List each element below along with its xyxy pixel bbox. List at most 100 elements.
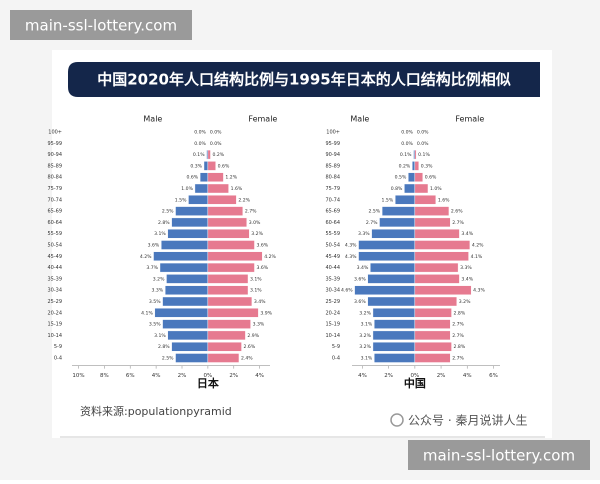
banner-title: 中国2020年人口结构比例与1995年日本的人口结构比例相似 <box>97 71 511 89</box>
female-bar <box>207 285 249 295</box>
value-label: 0.0% <box>417 141 429 147</box>
value-label: 0.6% <box>218 163 230 169</box>
legend-label: Female <box>455 115 484 124</box>
value-label: 3.5% <box>149 299 161 305</box>
female-bar <box>207 161 216 171</box>
value-label: 4.2% <box>140 254 152 260</box>
value-label: 3.2% <box>359 333 371 339</box>
value-label: 3.4% <box>357 265 369 271</box>
age-label: 55-59 <box>47 231 62 237</box>
value-label: 3.6% <box>354 276 366 282</box>
source: 资料来源:populationpyramid <box>80 404 232 418</box>
value-label: 3.6% <box>256 265 268 271</box>
value-label: 3.6% <box>256 243 268 249</box>
value-label: 1.6% <box>438 197 450 203</box>
value-label: 3.4% <box>461 231 473 237</box>
female-bar <box>414 319 451 329</box>
value-label: 2.5% <box>368 209 380 215</box>
value-label: 2.5% <box>162 209 174 215</box>
age-label: 100+ <box>326 130 340 136</box>
value-label: 1.2% <box>225 175 237 181</box>
age-label: 55-59 <box>325 231 340 237</box>
age-label: 10-14 <box>325 333 340 339</box>
age-label: 80-84 <box>325 175 340 181</box>
value-label: 0.0% <box>194 141 206 147</box>
value-label: 0.0% <box>194 130 206 136</box>
female-bar <box>414 330 451 341</box>
value-label: 4.1% <box>141 310 153 316</box>
value-label: 1.5% <box>382 197 394 203</box>
value-label: 4.3% <box>345 254 357 260</box>
value-label: 2.8% <box>454 310 466 316</box>
value-label: 3.9% <box>260 310 272 316</box>
male-bar <box>372 308 416 318</box>
age-label: 25-29 <box>47 299 62 305</box>
legend-label: Male <box>143 115 162 124</box>
x-tick-label: 2% <box>229 373 238 379</box>
female-bar <box>207 296 253 307</box>
male-bar <box>162 319 209 329</box>
value-label: 2.7% <box>452 356 464 362</box>
legend-label: Male <box>350 115 369 124</box>
male-bar <box>372 342 416 352</box>
age-label: 20-24 <box>47 310 62 316</box>
age-label: 20-24 <box>325 310 340 316</box>
female-bar <box>207 308 259 318</box>
value-label: 3.3% <box>152 288 164 294</box>
value-label: 3.2% <box>359 310 371 316</box>
value-label: 3.6% <box>354 299 366 305</box>
x-tick-label: 4% <box>463 373 472 379</box>
x-tick-label: 4% <box>255 373 264 379</box>
male-bar <box>161 240 209 250</box>
male-bar <box>153 251 209 262</box>
female-bar <box>414 353 451 363</box>
male-bar <box>381 206 416 216</box>
female-bar <box>207 195 237 205</box>
x-tick-label: 0% <box>411 373 420 379</box>
wechat-icon <box>390 413 404 427</box>
male-bar <box>166 274 209 284</box>
female-bar <box>207 330 246 341</box>
male-bar <box>167 330 209 341</box>
female-bar <box>414 342 452 352</box>
x-tick-label: 10% <box>72 373 84 379</box>
age-label: 90-94 <box>47 152 62 158</box>
male-bar <box>395 195 416 205</box>
value-label: 0.5% <box>395 175 407 181</box>
female-bar <box>414 149 417 160</box>
male-bar <box>374 353 416 363</box>
value-label: 3.3% <box>358 231 370 237</box>
value-label: 3.2% <box>359 344 371 350</box>
value-label: 4.1% <box>471 254 483 260</box>
x-tick-label: 6% <box>126 373 135 379</box>
x-tick-label: 2% <box>178 373 187 379</box>
male-bar <box>404 183 416 194</box>
male-bar <box>370 262 416 273</box>
male-bar <box>372 330 416 341</box>
value-label: 2.7% <box>452 220 464 226</box>
female-bar <box>414 228 460 239</box>
x-tick-label: 4% <box>152 373 161 379</box>
male-bar <box>188 195 209 205</box>
age-label: 90-94 <box>325 152 340 158</box>
age-label: 70-74 <box>325 197 340 203</box>
age-label: 60-64 <box>325 220 340 226</box>
female-bar <box>207 217 247 228</box>
age-label: 15-19 <box>47 322 62 328</box>
male-bar <box>371 228 416 239</box>
male-bar <box>175 353 209 363</box>
value-label: 3.2% <box>251 231 263 237</box>
value-label: 1.0% <box>430 186 442 192</box>
age-label: 95-99 <box>47 141 62 147</box>
value-label: 3.7% <box>146 265 158 271</box>
value-label: 2.6% <box>244 344 256 350</box>
female-bar <box>414 308 452 318</box>
male-bar <box>171 217 209 228</box>
age-label: 95-99 <box>325 141 340 147</box>
female-bar <box>207 206 244 216</box>
value-label: 3.1% <box>361 356 373 362</box>
value-label: 0.2% <box>212 152 224 158</box>
male-bar <box>379 217 416 228</box>
value-label: 1.5% <box>175 197 187 203</box>
